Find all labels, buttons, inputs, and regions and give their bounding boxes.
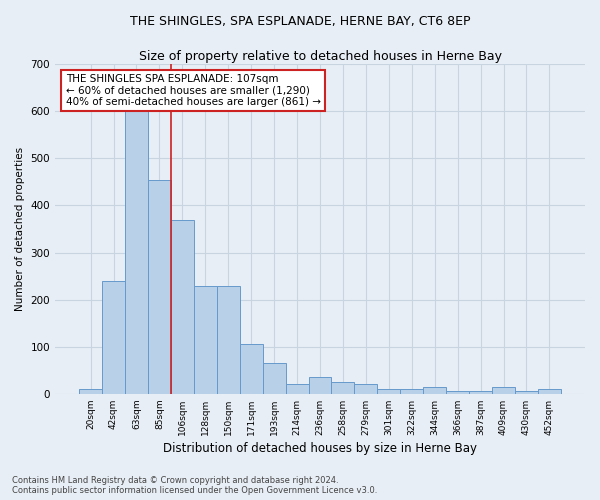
X-axis label: Distribution of detached houses by size in Herne Bay: Distribution of detached houses by size …	[163, 442, 477, 455]
Bar	[469, 392, 492, 394]
Y-axis label: Number of detached properties: Number of detached properties	[15, 147, 25, 311]
Bar	[125, 95, 148, 394]
Bar	[515, 392, 538, 394]
Text: THE SHINGLES, SPA ESPLANADE, HERNE BAY, CT6 8EP: THE SHINGLES, SPA ESPLANADE, HERNE BAY, …	[130, 15, 470, 28]
Bar	[148, 180, 171, 394]
Bar	[446, 392, 469, 394]
Bar	[194, 286, 217, 394]
Bar	[263, 363, 286, 394]
Bar	[492, 387, 515, 394]
Bar	[102, 281, 125, 394]
Bar	[308, 378, 331, 394]
Bar	[286, 384, 308, 394]
Bar	[423, 387, 446, 394]
Bar	[377, 389, 400, 394]
Bar	[355, 384, 377, 394]
Bar	[217, 286, 240, 394]
Bar	[538, 389, 561, 394]
Bar	[331, 382, 355, 394]
Bar	[400, 389, 423, 394]
Bar	[79, 389, 102, 394]
Bar	[240, 344, 263, 394]
Bar	[171, 220, 194, 394]
Text: Contains HM Land Registry data © Crown copyright and database right 2024.
Contai: Contains HM Land Registry data © Crown c…	[12, 476, 377, 495]
Title: Size of property relative to detached houses in Herne Bay: Size of property relative to detached ho…	[139, 50, 502, 63]
Text: THE SHINGLES SPA ESPLANADE: 107sqm
← 60% of detached houses are smaller (1,290)
: THE SHINGLES SPA ESPLANADE: 107sqm ← 60%…	[65, 74, 320, 108]
